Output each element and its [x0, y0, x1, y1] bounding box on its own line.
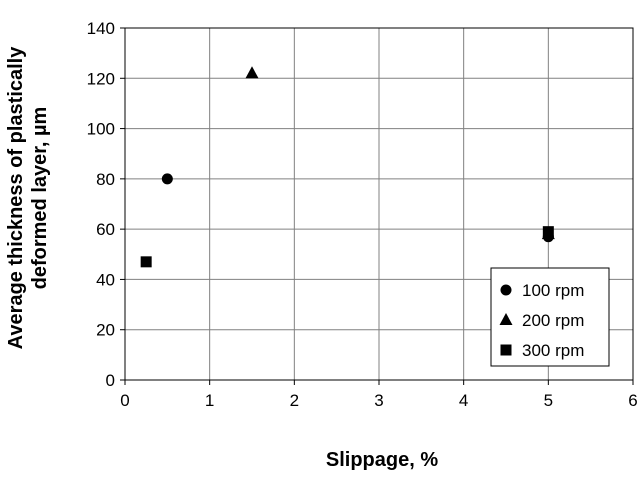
grid-lines: [125, 28, 633, 380]
x-tick-label: 5: [544, 391, 553, 410]
data-points: [140, 66, 555, 268]
legend-label: 300 rpm: [522, 341, 584, 360]
x-axis-title: Slippage, %: [326, 449, 438, 471]
legend-label: 200 rpm: [522, 311, 584, 330]
y-tick-label: 100: [87, 120, 115, 139]
x-tick-label: 2: [290, 391, 299, 410]
y-tick-label: 20: [96, 321, 115, 340]
legend-square-marker: [500, 344, 512, 356]
point-square: [140, 256, 152, 268]
legend-label: 100 rpm: [522, 281, 584, 300]
y-tick-label: 40: [96, 270, 115, 289]
y-tick-label: 0: [106, 371, 115, 390]
y-tick-label: 140: [87, 19, 115, 38]
x-tick-label: 0: [120, 391, 129, 410]
point-circle: [161, 173, 173, 185]
y-tick-label: 120: [87, 69, 115, 88]
legend-circle-marker: [500, 284, 512, 296]
point-triangle: [245, 66, 259, 79]
y-tick-label: 60: [96, 220, 115, 239]
x-tick-label: 3: [374, 391, 383, 410]
legend-triangle-marker: [499, 313, 513, 325]
x-tick-label: 6: [628, 391, 637, 410]
y-tick-label: 80: [96, 170, 115, 189]
x-tick-label: 1: [205, 391, 214, 410]
x-tick-label: 4: [459, 391, 468, 410]
point-square: [542, 226, 554, 238]
legend: 100 rpm 200 rpm 300 rpm: [490, 267, 610, 367]
y-axis-title-line-2: deformed layer, µm: [29, 107, 51, 290]
y-axis-title-line-1: Average thickness of plastically: [5, 46, 27, 350]
